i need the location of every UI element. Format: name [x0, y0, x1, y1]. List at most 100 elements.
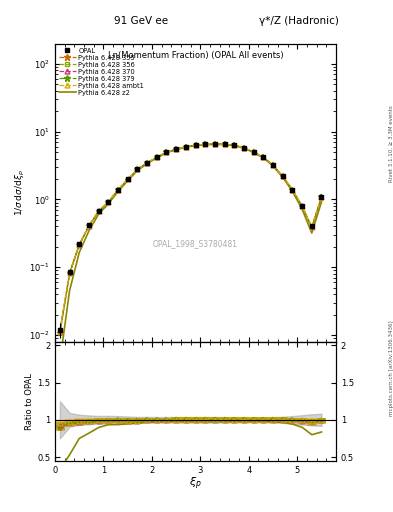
Text: 91 GeV ee: 91 GeV ee	[114, 15, 169, 26]
Bar	[132, 418, 142, 423]
Bar	[171, 417, 181, 422]
Bar	[142, 418, 152, 423]
Text: mcplots.cern.ch [arXiv:1306.3436]: mcplots.cern.ch [arXiv:1306.3436]	[389, 321, 393, 416]
Bar	[317, 418, 326, 423]
Bar	[171, 417, 181, 423]
Bar	[317, 418, 326, 423]
Bar	[162, 418, 171, 423]
X-axis label: $\xi_p$: $\xi_p$	[189, 476, 202, 493]
Bar	[103, 419, 113, 424]
Bar	[230, 417, 239, 422]
Bar	[297, 418, 307, 423]
Bar	[142, 418, 152, 423]
Y-axis label: Ratio to OPAL: Ratio to OPAL	[25, 373, 34, 430]
Bar	[317, 418, 326, 423]
Bar	[55, 427, 65, 432]
Bar	[239, 417, 249, 422]
Bar	[278, 418, 288, 423]
Bar	[94, 418, 103, 423]
Bar	[94, 418, 103, 423]
Text: OPAL_1998_S3780481: OPAL_1998_S3780481	[153, 239, 238, 248]
Bar	[84, 418, 94, 423]
Bar	[297, 418, 307, 423]
Bar	[171, 417, 181, 422]
Bar	[123, 418, 132, 423]
Bar	[152, 418, 162, 423]
Bar	[210, 417, 220, 422]
Bar	[84, 419, 94, 424]
Bar	[65, 419, 74, 424]
Bar	[307, 419, 317, 424]
Bar	[113, 418, 123, 423]
Bar	[142, 418, 152, 423]
Bar	[103, 418, 113, 423]
Bar	[249, 417, 259, 423]
Bar	[123, 418, 132, 423]
Bar	[123, 419, 132, 424]
Legend: OPAL, Pythia 6.428 355, Pythia 6.428 356, Pythia 6.428 370, Pythia 6.428 379, Py: OPAL, Pythia 6.428 355, Pythia 6.428 356…	[58, 46, 145, 97]
Bar	[162, 418, 171, 423]
Bar	[259, 417, 268, 422]
Bar	[171, 417, 181, 422]
Bar	[142, 418, 152, 423]
Bar	[103, 418, 113, 423]
Bar	[132, 418, 142, 423]
Bar	[278, 417, 288, 422]
Bar	[55, 425, 65, 430]
Bar	[191, 417, 200, 422]
Bar	[268, 417, 278, 423]
Bar	[200, 417, 210, 422]
Bar	[65, 421, 74, 426]
Bar	[103, 418, 113, 423]
Bar	[74, 420, 84, 425]
Bar	[239, 417, 249, 422]
Y-axis label: $1/\sigma\,\mathrm{d}\sigma/\mathrm{d}\xi_p$: $1/\sigma\,\mathrm{d}\sigma/\mathrm{d}\x…	[13, 169, 27, 216]
Text: Ln(Momentum Fraction) (OPAL All events): Ln(Momentum Fraction) (OPAL All events)	[108, 51, 283, 60]
Bar	[278, 417, 288, 423]
Bar	[288, 418, 297, 423]
Bar	[74, 421, 84, 425]
Bar	[55, 422, 65, 427]
Bar	[297, 419, 307, 424]
Bar	[297, 418, 307, 423]
Bar	[200, 417, 210, 422]
Bar	[288, 418, 297, 423]
Bar	[210, 417, 220, 422]
Bar	[132, 418, 142, 423]
Bar	[74, 419, 84, 424]
Bar	[268, 418, 278, 423]
Bar	[55, 420, 65, 425]
Bar	[230, 417, 239, 422]
Bar	[259, 418, 268, 423]
Bar	[113, 418, 123, 423]
Bar	[259, 417, 268, 422]
Bar	[123, 418, 132, 423]
Bar	[191, 417, 200, 422]
Bar	[132, 418, 142, 423]
Bar	[84, 419, 94, 424]
Bar	[220, 417, 230, 422]
Bar	[162, 418, 171, 423]
Bar	[55, 422, 65, 427]
Bar	[307, 418, 317, 423]
Bar	[123, 418, 132, 423]
Bar	[152, 418, 162, 423]
Bar	[181, 417, 191, 422]
Bar	[191, 417, 200, 422]
Bar	[74, 419, 84, 424]
Bar	[65, 420, 74, 425]
Bar	[181, 417, 191, 422]
Bar	[278, 417, 288, 423]
Bar	[132, 418, 142, 423]
Bar	[268, 417, 278, 422]
Bar	[171, 417, 181, 422]
Bar	[249, 417, 259, 422]
Bar	[288, 418, 297, 423]
Bar	[239, 417, 249, 422]
Bar	[94, 418, 103, 423]
Bar	[162, 418, 171, 423]
Bar	[152, 418, 162, 423]
Bar	[249, 417, 259, 422]
Bar	[113, 418, 123, 423]
Bar	[317, 418, 326, 423]
